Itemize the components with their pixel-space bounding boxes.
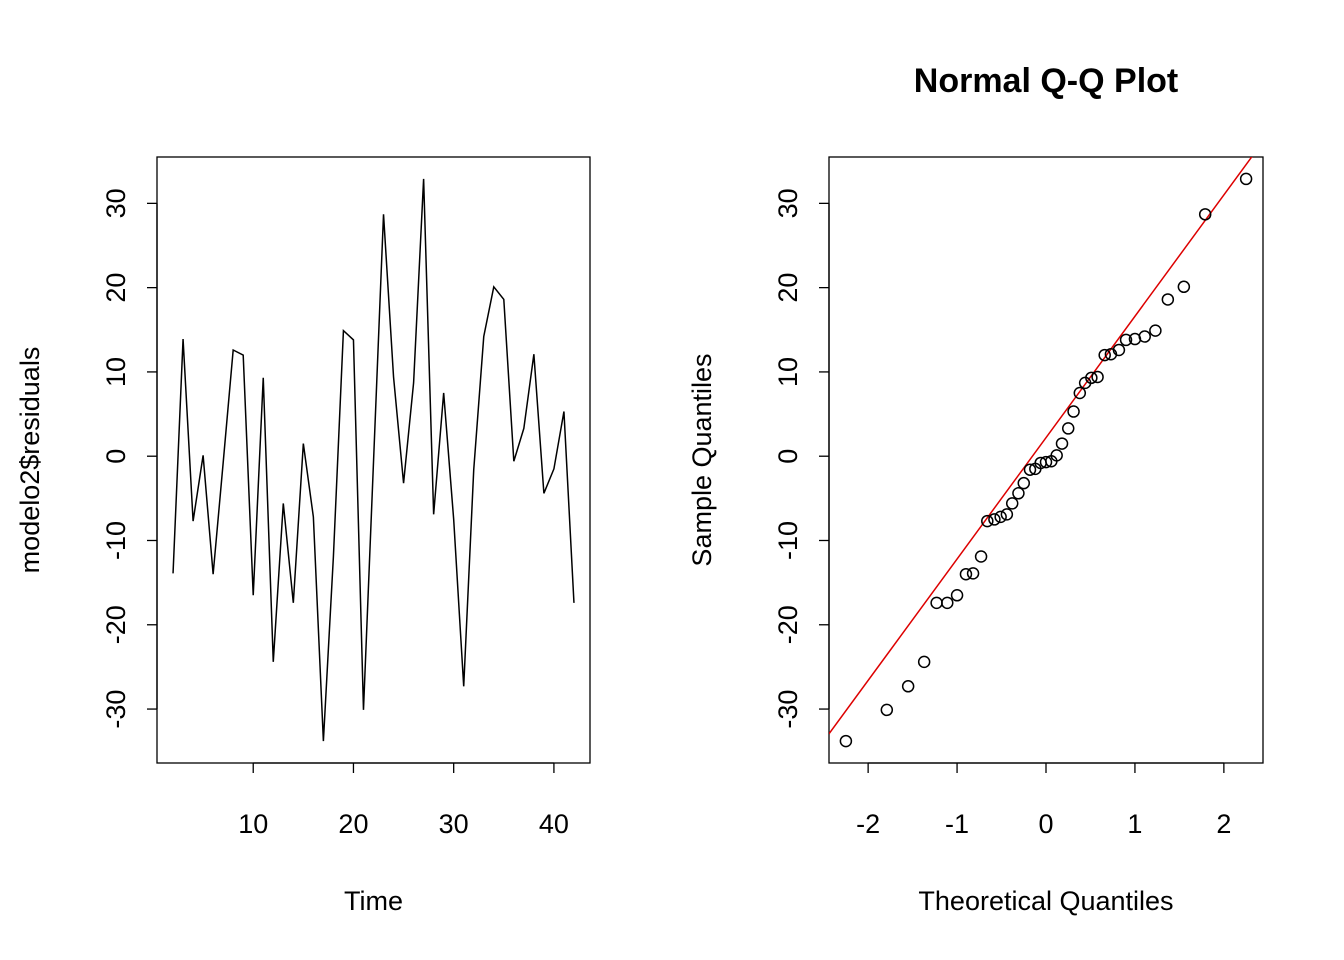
x-tick-label: 0 [1038, 809, 1053, 839]
point [950, 589, 964, 602]
point [839, 734, 853, 748]
series-line [172, 178, 575, 742]
point [1055, 437, 1069, 450]
point [981, 514, 994, 528]
x-tick-label: 40 [539, 809, 569, 839]
y-tick-label: 30 [773, 188, 803, 218]
point [1085, 371, 1098, 385]
y-tick-label: -10 [101, 521, 131, 560]
x-tick-label: -1 [945, 809, 969, 839]
x-tick-label: 1 [1127, 809, 1142, 839]
point [1198, 208, 1212, 221]
y-axis-label: modelo2$residuals [15, 347, 45, 574]
x-tick-label: 2 [1216, 809, 1231, 839]
point [1119, 333, 1133, 347]
point [930, 596, 943, 610]
point [1098, 348, 1111, 362]
y-tick-label: -10 [773, 521, 803, 560]
point [1112, 343, 1126, 357]
y-tick-label: -30 [101, 690, 131, 729]
point [1050, 449, 1063, 462]
point [941, 596, 954, 610]
point [994, 510, 1007, 524]
point [1177, 280, 1191, 294]
x-tick-label: 30 [439, 809, 469, 839]
y-tick-label: 20 [101, 273, 131, 303]
point [1073, 386, 1087, 400]
x-tick-label: 20 [338, 809, 368, 839]
point [966, 567, 980, 580]
point [974, 550, 988, 563]
y-tick-label: 20 [773, 273, 803, 303]
y-tick-label: -20 [101, 605, 131, 644]
point [1161, 293, 1175, 306]
point [1017, 476, 1031, 490]
point [1149, 324, 1162, 337]
y-tick-label: -30 [773, 690, 803, 729]
x-axis-label: Time [344, 886, 403, 916]
y-tick-label: 30 [101, 188, 131, 218]
y-tick-label: 10 [773, 357, 803, 387]
point [1067, 405, 1080, 418]
point [1091, 370, 1104, 384]
x-tick-label: 10 [238, 809, 268, 839]
point [1012, 487, 1025, 500]
y-tick-label: -20 [773, 605, 803, 644]
point [1023, 463, 1037, 476]
point [1005, 497, 1019, 510]
point [1138, 330, 1151, 343]
y-tick-label: 10 [101, 357, 131, 387]
point [988, 513, 1001, 526]
x-axis-label: Theoretical Quantiles [918, 886, 1173, 916]
y-tick-label: 0 [773, 449, 803, 464]
point [1239, 172, 1253, 186]
point [901, 680, 915, 693]
point [917, 655, 931, 669]
point [880, 703, 894, 717]
chart-title: Normal Q-Q Plot [914, 62, 1178, 100]
point [959, 567, 973, 581]
point [1039, 455, 1053, 469]
point [1000, 508, 1014, 521]
point [1061, 422, 1075, 435]
y-axis-label: Sample Quantiles [687, 353, 717, 566]
y-tick-label: 0 [101, 449, 131, 464]
x-tick-label: -2 [856, 809, 880, 839]
reference-line [829, 157, 1253, 735]
